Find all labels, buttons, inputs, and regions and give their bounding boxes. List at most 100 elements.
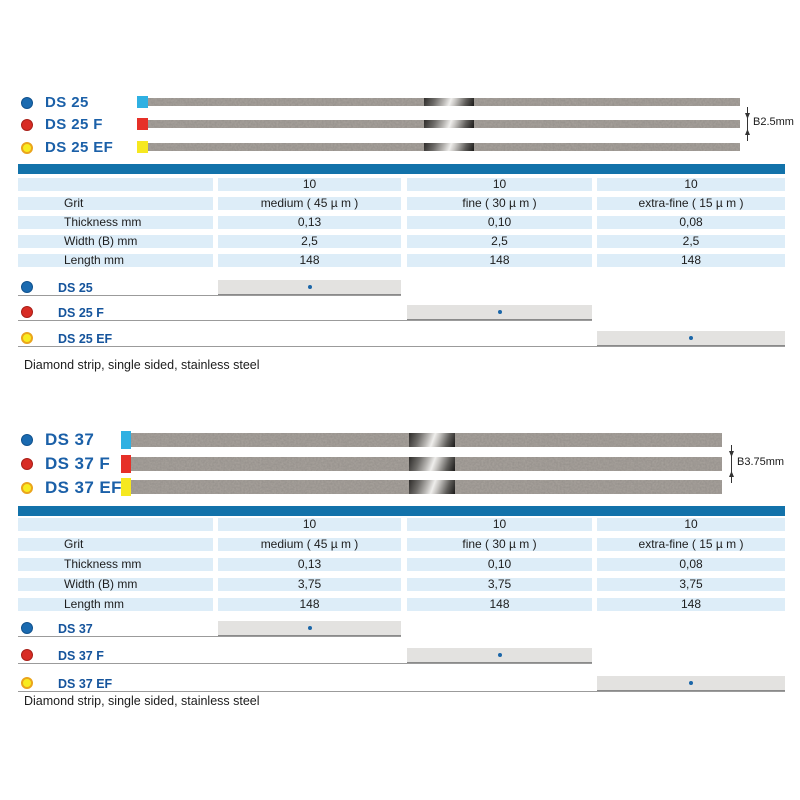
red-dot-icon [21, 458, 33, 470]
selection-mark-icon [307, 626, 312, 630]
table-cell: medium ( 45 µ m ) [218, 538, 401, 551]
selection-row: DS 37 [18, 621, 401, 637]
selection-product-name: DS 37 EF [58, 677, 113, 691]
strip-texture [131, 457, 722, 471]
selection-mark-icon [497, 653, 502, 657]
table-cell: 2,5 [218, 235, 401, 248]
product-label-row: DS 25 EF [21, 139, 114, 156]
yellow-dot-icon [21, 141, 33, 154]
table-cell: 0,10 [407, 216, 592, 229]
strip-color-tab [137, 96, 148, 108]
table-row-label: Length mm [18, 254, 213, 267]
dimension-annotation: B2.5mm [742, 106, 794, 142]
strip-color-tab [137, 118, 148, 130]
dimension-label: B2.5mm [753, 116, 794, 128]
section-caption: Diamond strip, single sided, stainless s… [24, 694, 260, 708]
strip-color-tab [121, 431, 131, 449]
diamond-strip-image [137, 141, 740, 153]
strip-twist [424, 143, 474, 151]
strip-texture [148, 98, 740, 106]
selection-row: DS 37 EF [18, 676, 785, 692]
table-cell: fine ( 30 µ m ) [407, 538, 592, 551]
dimension-arrows-icon [745, 107, 750, 141]
diamond-strip-image [137, 96, 740, 108]
table-cell-empty [18, 178, 213, 191]
blue-dot-icon [21, 434, 33, 446]
table-cell: extra-fine ( 15 µ m ) [597, 197, 785, 210]
strip-twist [424, 120, 474, 128]
selection-bar [218, 621, 401, 636]
product-name: DS 37 EF [45, 478, 122, 497]
section-caption: Diamond strip, single sided, stainless s… [24, 358, 260, 372]
selection-bar [407, 648, 592, 663]
selection-row: DS 37 F [18, 648, 592, 664]
product-name: DS 25 EF [45, 139, 114, 156]
dimension-annotation: B3.75mm [726, 444, 786, 484]
blue-divider-bar [18, 506, 785, 516]
dimension-arrows-icon [729, 445, 734, 483]
product-label-row: DS 37 EF [21, 478, 122, 497]
table-cell: 148 [407, 598, 592, 611]
table-row-label: Grit [18, 197, 213, 210]
table-cell-empty [18, 518, 213, 531]
selection-mark-icon [689, 336, 693, 340]
table-row-label: Thickness mm [18, 558, 213, 571]
table-row-label: Width (B) mm [18, 578, 213, 591]
selection-bar [407, 305, 592, 320]
table-row-label: Width (B) mm [18, 235, 213, 248]
yellow-dot-icon [21, 677, 33, 689]
red-dot-icon [21, 118, 33, 131]
table-cell: 2,5 [407, 235, 592, 248]
table-cell: medium ( 45 µ m ) [218, 197, 401, 210]
selection-row: DS 25 F [18, 305, 592, 321]
strip-twist [409, 480, 455, 494]
strip-twist [424, 98, 474, 106]
product-label-row: DS 25 F [21, 116, 103, 133]
table-cell-qty: 10 [597, 178, 785, 191]
strip-texture [148, 120, 740, 128]
table-row-label: Grit [18, 538, 213, 551]
product-label-row: DS 37 [21, 430, 95, 449]
table-cell: 0,08 [597, 216, 785, 229]
diamond-strip-image [137, 118, 740, 130]
strip-twist [409, 433, 455, 447]
table-cell: 148 [407, 254, 592, 267]
strip-color-tab [121, 455, 131, 473]
diamond-strip-image [121, 455, 722, 473]
diamond-strip-image [121, 431, 722, 449]
table-cell: 0,10 [407, 558, 592, 571]
table-cell: 148 [218, 254, 401, 267]
strip-color-tab [121, 478, 131, 496]
selection-mark-icon [497, 310, 502, 314]
table-cell: 2,5 [597, 235, 785, 248]
selection-mark-icon [307, 285, 312, 289]
selection-bar [218, 280, 401, 295]
selection-product-name: DS 25 [58, 281, 93, 295]
table-cell: 148 [218, 598, 401, 611]
table-cell: 3,75 [407, 578, 592, 591]
table-cell-qty: 10 [407, 518, 592, 531]
yellow-dot-icon [21, 332, 33, 344]
product-name: DS 37 [45, 430, 95, 449]
strip-color-tab [137, 141, 148, 153]
diamond-strip-image [121, 478, 722, 496]
selection-product-name: DS 37 F [58, 649, 104, 663]
selection-row: DS 25 [18, 280, 401, 296]
blue-dot-icon [21, 622, 33, 634]
table-cell: 148 [597, 598, 785, 611]
table-cell: 148 [597, 254, 785, 267]
blue-dot-icon [21, 281, 33, 293]
blue-dot-icon [21, 96, 33, 109]
product-name: DS 25 [45, 94, 89, 111]
blue-divider-bar [18, 164, 785, 174]
table-cell: fine ( 30 µ m ) [407, 197, 592, 210]
table-cell: extra-fine ( 15 µ m ) [597, 538, 785, 551]
table-cell-qty: 10 [218, 518, 401, 531]
table-cell: 0,13 [218, 558, 401, 571]
strip-texture [131, 480, 722, 494]
product-name: DS 37 F [45, 454, 111, 473]
table-cell: 3,75 [597, 578, 785, 591]
strip-twist [409, 457, 455, 471]
